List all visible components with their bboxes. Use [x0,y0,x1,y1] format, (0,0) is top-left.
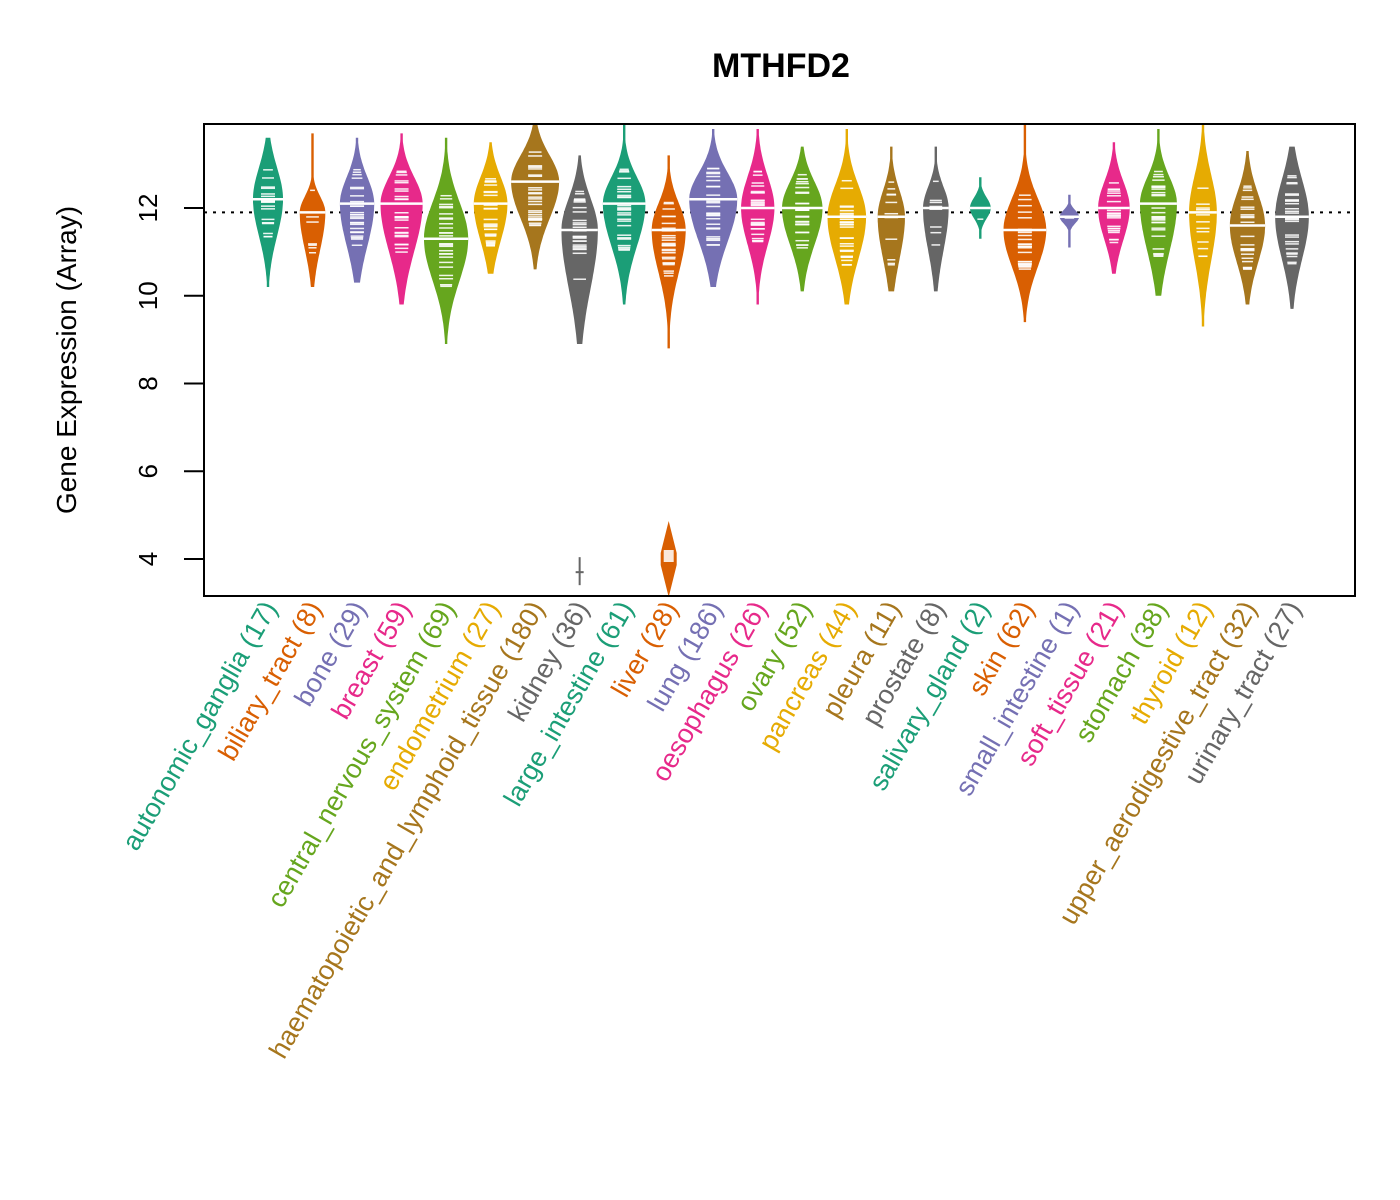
violin-body [253,137,283,287]
violin-body [689,129,738,287]
violin-body [651,155,686,349]
violin-upper-aerodigestive-tract [1229,151,1266,305]
violin-lung [689,129,738,287]
plot-frame [203,123,1356,597]
violin-body [1189,124,1217,327]
violin-body [1059,194,1080,248]
violin-body [1003,124,1047,323]
violin-small-intestine [1059,194,1080,248]
violin-breast [380,133,423,305]
violin-body [1229,151,1266,305]
violin-prostate [923,146,949,292]
violin-body [424,137,469,344]
violin-biliary-tract [299,133,326,287]
violin-body [380,133,423,305]
violin-body [923,146,949,292]
violin-kidney [561,155,598,586]
violin-body [299,133,326,287]
violin-thyroid [1189,124,1217,327]
y-tick-label: 8 [133,376,163,390]
violin-oesophagus [741,129,775,305]
outlier-tick [663,550,674,562]
violin-body [877,146,905,292]
violins [252,124,1309,597]
chart-title: MTHFD2 [712,47,850,85]
violin-body [741,129,775,305]
violin-pleura [877,146,905,292]
violin-autonomic-ganglia [252,137,284,287]
violin-stomach [1139,129,1177,296]
violin-body [1275,146,1309,309]
violin-liver [651,155,686,597]
violin-pancreas [827,129,867,305]
violin-haematopoietic-and-lymphoid-tissue [511,124,560,270]
y-tick-label: 12 [133,194,163,223]
violin-soft-tissue [1098,142,1130,274]
violin-bone [339,137,375,283]
y-tick-label: 10 [133,281,163,310]
y-axis: 4 6 8 10 12 [133,194,204,566]
violin-ovary [782,146,823,292]
y-axis-label: Gene Expression (Array) [51,206,82,514]
violin-urinary-tract [1275,146,1309,309]
y-tick-label: 6 [133,464,163,478]
violin-endometrium [473,142,508,274]
violin-large-intestine [602,124,646,305]
x-axis-labels: autonomic_ganglia (17)biliary_tract (8)b… [116,596,1307,1063]
violin-central-nervous-system [423,137,469,344]
violin-skin [1003,124,1047,323]
y-tick-label: 4 [133,552,163,566]
violin-body [782,146,823,292]
violin-salivary-gland [969,177,991,239]
violin-body [339,137,375,283]
